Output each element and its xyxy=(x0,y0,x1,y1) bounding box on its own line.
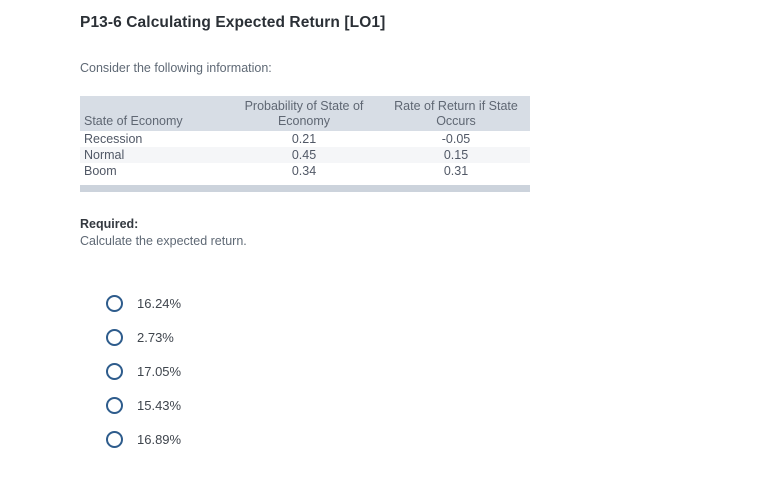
answer-options: 16.24% 2.73% 17.05% 15.43% 16.89% xyxy=(106,294,772,448)
column-header-probability: Probability of State of Economy xyxy=(226,96,382,131)
table-header-row: State of Economy Probability of State of… xyxy=(80,96,530,131)
answer-option[interactable]: 16.89% xyxy=(106,430,772,448)
table-row: Boom 0.34 0.31 xyxy=(80,163,530,179)
option-label[interactable]: 2.73% xyxy=(137,329,174,345)
column-header-state: State of Economy xyxy=(80,96,226,131)
radio-button-icon[interactable] xyxy=(106,396,123,414)
cell-state: Boom xyxy=(84,164,117,178)
radio-button-icon[interactable] xyxy=(106,294,123,312)
answer-option[interactable]: 2.73% xyxy=(106,328,772,346)
economy-table: State of Economy Probability of State of… xyxy=(80,96,530,179)
radio-button-icon[interactable] xyxy=(106,362,123,380)
question-title: P13-6 Calculating Expected Return [LO1] xyxy=(80,14,386,31)
column-header-rate: Rate of Return if State Occurs xyxy=(382,96,530,131)
cell-probability: 0.45 xyxy=(226,147,382,163)
intro-text: Consider the following information: xyxy=(80,61,272,75)
option-label[interactable]: 16.24% xyxy=(137,295,182,311)
cell-state: Normal xyxy=(80,147,226,163)
cell-probability: 0.34 xyxy=(291,164,317,178)
cell-rate: -0.05 xyxy=(441,132,471,146)
cell-rate: 0.15 xyxy=(382,147,530,163)
option-label[interactable]: 15.43% xyxy=(137,397,182,413)
radio-button-icon[interactable] xyxy=(106,430,123,448)
required-instruction: Calculate the expected return. xyxy=(80,234,247,248)
cell-probability: 0.21 xyxy=(291,132,317,146)
option-label[interactable]: 17.05% xyxy=(137,363,182,379)
answer-option[interactable]: 16.24% xyxy=(106,294,772,312)
table-footer-bar xyxy=(80,185,530,192)
required-label: Required: xyxy=(80,217,139,231)
option-label[interactable]: 16.89% xyxy=(137,431,182,447)
cell-rate: 0.31 xyxy=(443,164,469,178)
table-row: Normal 0.45 0.15 xyxy=(80,147,530,163)
table-row: Recession 0.21 -0.05 xyxy=(80,131,530,147)
answer-option[interactable]: 17.05% xyxy=(106,362,772,380)
answer-option[interactable]: 15.43% xyxy=(106,396,772,414)
question-page: P13-6 Calculating Expected Return [LO1] … xyxy=(80,14,772,448)
cell-state: Recession xyxy=(84,132,143,146)
radio-button-icon[interactable] xyxy=(106,328,123,346)
